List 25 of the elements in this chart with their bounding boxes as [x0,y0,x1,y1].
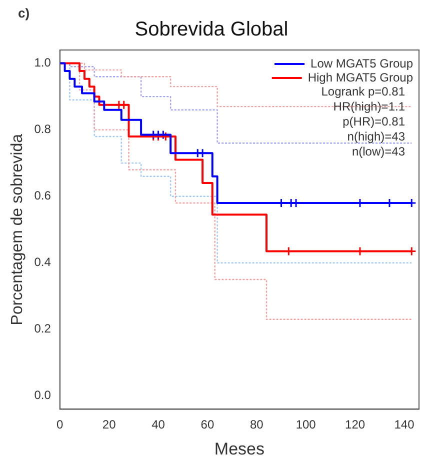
y-tick-label: 0.2 [34,322,52,336]
annotation: Logrank p=0.81 [321,84,406,98]
x-tick-label: 20 [102,418,116,432]
text: c) [18,6,30,21]
y-axis-title: Porcentagem de sobrevida [9,134,26,326]
x-tick-label: 140 [394,418,415,432]
x-tick-label: 60 [200,418,214,432]
y-tick-label: 0.8 [34,122,52,136]
chart-title: Sobrevida Global [134,18,288,41]
legend-label: Low MGAT5 Group [310,56,414,70]
annotation: p(HR)=0.81 [342,114,406,128]
x-tick-label: 80 [250,418,264,432]
annotation: HR(high)=1.1 [333,99,406,114]
x-tick-label: 40 [152,418,166,432]
y-tick-label: 0.0 [34,388,52,402]
y-tick-label: 1.0 [34,56,52,70]
legend-label: High MGAT5 Group [308,70,414,84]
x-tick-label: 120 [345,418,366,432]
y-tick-label: 0.4 [34,255,52,270]
y-tick-label: 0.6 [34,188,52,203]
x-axis-title: Meses [214,439,264,458]
x-tick-label: 100 [296,418,316,432]
annotation: n(high)=43 [347,129,406,144]
annotation: n(low)=43 [352,144,406,158]
x-tick-label: 0 [56,418,64,432]
